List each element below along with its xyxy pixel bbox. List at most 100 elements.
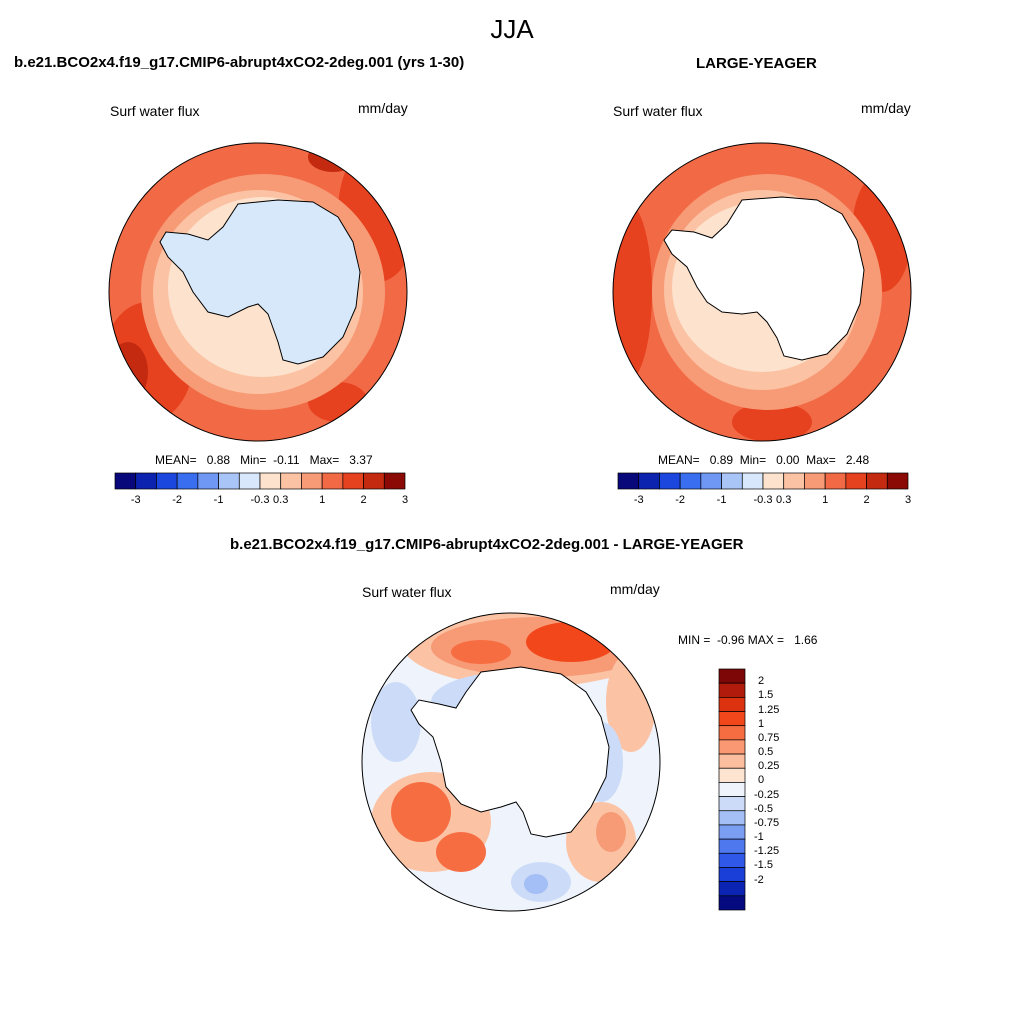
panel2-min-value: 0.00 bbox=[776, 453, 800, 467]
panel2-colorbar-tick-label: -0.3 bbox=[753, 494, 773, 506]
panel3-max-value: 1.66 bbox=[794, 633, 818, 647]
panel2-colorbar-swatch bbox=[804, 472, 826, 490]
panel3-antarctica-coastline bbox=[410, 666, 610, 838]
panel1-colorbar-swatch bbox=[363, 472, 385, 490]
panel1-colorbar-swatch bbox=[156, 472, 178, 490]
panel3-colorbar-swatch bbox=[718, 739, 746, 755]
panel3-stats: MIN = -0.96 MAX = 1.66 bbox=[678, 633, 817, 647]
panel1-title: b.e21.BCO2x4.f19_g17.CMIP6-abrupt4xCO2-2… bbox=[14, 54, 465, 71]
panel1-colorbar-tick-label: -2 bbox=[172, 494, 183, 506]
panel3-colorbar-swatch bbox=[718, 668, 746, 684]
panel2-colorbar-swatch bbox=[638, 472, 660, 490]
panel3-colorbar-tick-label: 1.25 bbox=[758, 703, 780, 716]
panel1-colorbar-swatch bbox=[238, 472, 261, 490]
panel1-min-value: -0.11 bbox=[273, 453, 300, 467]
panel1-colorbar-swatch bbox=[301, 472, 323, 490]
panel3-colorbar-swatch bbox=[718, 767, 746, 783]
panel1-colorbar-tick-label: 1 bbox=[319, 494, 326, 506]
panel1-colorbar-swatch bbox=[197, 472, 219, 490]
panel2-colorbar-ticks: -3 -2 -1 -0.3 0.3 1 2 3 bbox=[618, 494, 911, 508]
panel3-colorbar-tick-label: 2 bbox=[758, 675, 765, 688]
panel2-antarctica-coastline bbox=[663, 196, 865, 361]
panel3-colorbar-tick-label: -1.5 bbox=[754, 859, 773, 872]
panel2-title: LARGE-YEAGER bbox=[696, 55, 817, 72]
panel1-mean-value: 0.88 bbox=[206, 453, 231, 467]
panel2-colorbar-swatch bbox=[783, 472, 805, 490]
panel2-colorbar-swatch bbox=[824, 472, 847, 490]
panel1-colorbar-swatch bbox=[383, 472, 406, 490]
panel2-colorbar-tick-label: 3 bbox=[904, 494, 912, 506]
panel1-max-value: 3.37 bbox=[349, 453, 373, 467]
panel2-min-label: Min= bbox=[739, 453, 767, 467]
panel1-colorbar bbox=[114, 472, 406, 490]
panel3-colorbar-tick-label: 0.5 bbox=[758, 746, 774, 759]
panel3-colorbar-tick-label: -1 bbox=[754, 831, 764, 844]
panel1-colorbar-swatch bbox=[135, 472, 157, 490]
panel2-colorbar-tick-label: -3 bbox=[633, 494, 644, 506]
panel2-polar-map bbox=[612, 142, 912, 442]
panel3-colorbar-tick-label: -0.5 bbox=[754, 802, 773, 815]
panel1-colorbar-swatch bbox=[114, 472, 137, 490]
panel1-colorbar-swatch bbox=[259, 472, 282, 490]
panel3-colorbar-tick-label: -0.25 bbox=[754, 788, 780, 801]
panel3-colorbar-swatch bbox=[718, 895, 746, 911]
panel2-colorbar-tick-label: 0.3 bbox=[776, 494, 792, 506]
panel1-colorbar-tick-label: 2 bbox=[360, 494, 367, 506]
panel2-colorbar-swatch bbox=[679, 472, 702, 490]
panel1-colorbar-tick-label: 0.3 bbox=[273, 494, 289, 506]
panel1-variable-label: Surf water flux bbox=[110, 103, 200, 119]
panel3-colorbar-swatch bbox=[718, 881, 746, 897]
panel1-colorbar-swatch bbox=[280, 472, 302, 490]
panel3-colorbar-swatch bbox=[718, 725, 746, 741]
panel3-colorbar bbox=[718, 668, 746, 911]
panel2-mean-label: MEAN= bbox=[658, 453, 700, 467]
panel1-antarctica-coastline bbox=[159, 199, 361, 365]
panel2-colorbar-swatch bbox=[617, 472, 640, 490]
panel2-colorbar-swatch bbox=[659, 472, 681, 490]
panel2-variable-label: Surf water flux bbox=[613, 103, 703, 119]
panel2-colorbar-swatch bbox=[866, 472, 888, 490]
panel2-colorbar-tick-label: -2 bbox=[675, 494, 686, 506]
panel1-colorbar-tick-label: -1 bbox=[213, 494, 224, 506]
panel1-polar-map bbox=[108, 142, 408, 442]
panel3-colorbar-swatch bbox=[718, 682, 746, 698]
panel3-colorbar-tick-label: -2 bbox=[754, 873, 764, 886]
panel3-colorbar-tick-label: -0.75 bbox=[754, 816, 780, 829]
panel1-colorbar-swatch bbox=[321, 472, 344, 490]
panel1-min-label: Min= bbox=[240, 453, 267, 467]
panel1-colorbar-swatch bbox=[218, 472, 240, 490]
panel2-stats: MEAN= 0.89 Min= 0.00 Max= 2.48 bbox=[658, 453, 869, 467]
panel3-min-value: -0.96 bbox=[717, 633, 745, 647]
panel3-colorbar-swatch bbox=[718, 782, 746, 797]
panel3-colorbar-tick-label: 0.25 bbox=[758, 760, 780, 773]
panel1-colorbar-swatch bbox=[176, 472, 199, 490]
panel1-stats: MEAN= 0.88 Min= -0.11 Max= 3.37 bbox=[155, 453, 373, 467]
panel1-max-label: Max= bbox=[309, 453, 340, 467]
panel2-colorbar-swatch bbox=[700, 472, 722, 490]
panel2-colorbar-swatch bbox=[762, 472, 785, 490]
panel2-colorbar bbox=[617, 472, 909, 490]
panel3-min-label: MIN = bbox=[678, 633, 711, 647]
panel1-colorbar-swatch bbox=[342, 472, 364, 490]
panel2-max-label: Max= bbox=[806, 453, 836, 467]
panel2-colorbar-swatch bbox=[886, 472, 909, 490]
panel2-colorbar-tick-label: 1 bbox=[822, 494, 829, 506]
panel2-colorbar-tick-label: -1 bbox=[716, 494, 727, 506]
panel2-units-label: mm/day bbox=[861, 100, 911, 116]
panel3-max-label: MAX = bbox=[747, 633, 785, 647]
panel2-colorbar-tick-label: 2 bbox=[863, 494, 870, 506]
panel3-colorbar-swatch bbox=[718, 711, 746, 727]
panel3-polar-map bbox=[361, 612, 661, 912]
panel3-colorbar-tick-label: -1.25 bbox=[754, 845, 780, 858]
panel3-units-label: mm/day bbox=[610, 581, 660, 597]
panel3-colorbar-swatch bbox=[718, 697, 746, 712]
panel3-colorbar-swatch bbox=[718, 867, 746, 882]
figure-title: JJA bbox=[490, 14, 534, 44]
panel1-colorbar-tick-label: 3 bbox=[401, 494, 409, 506]
panel2-mean-value: 0.89 bbox=[709, 453, 734, 467]
panel1-mean-label: MEAN= bbox=[155, 453, 197, 467]
panel3-colorbar-swatch bbox=[718, 852, 746, 868]
panel3-title: b.e21.BCO2x4.f19_g17.CMIP6-abrupt4xCO2-2… bbox=[230, 536, 744, 553]
panel1-colorbar-ticks: -3 -2 -1 -0.3 0.3 1 2 3 bbox=[115, 494, 408, 508]
panel1-units-label: mm/day bbox=[358, 100, 408, 116]
